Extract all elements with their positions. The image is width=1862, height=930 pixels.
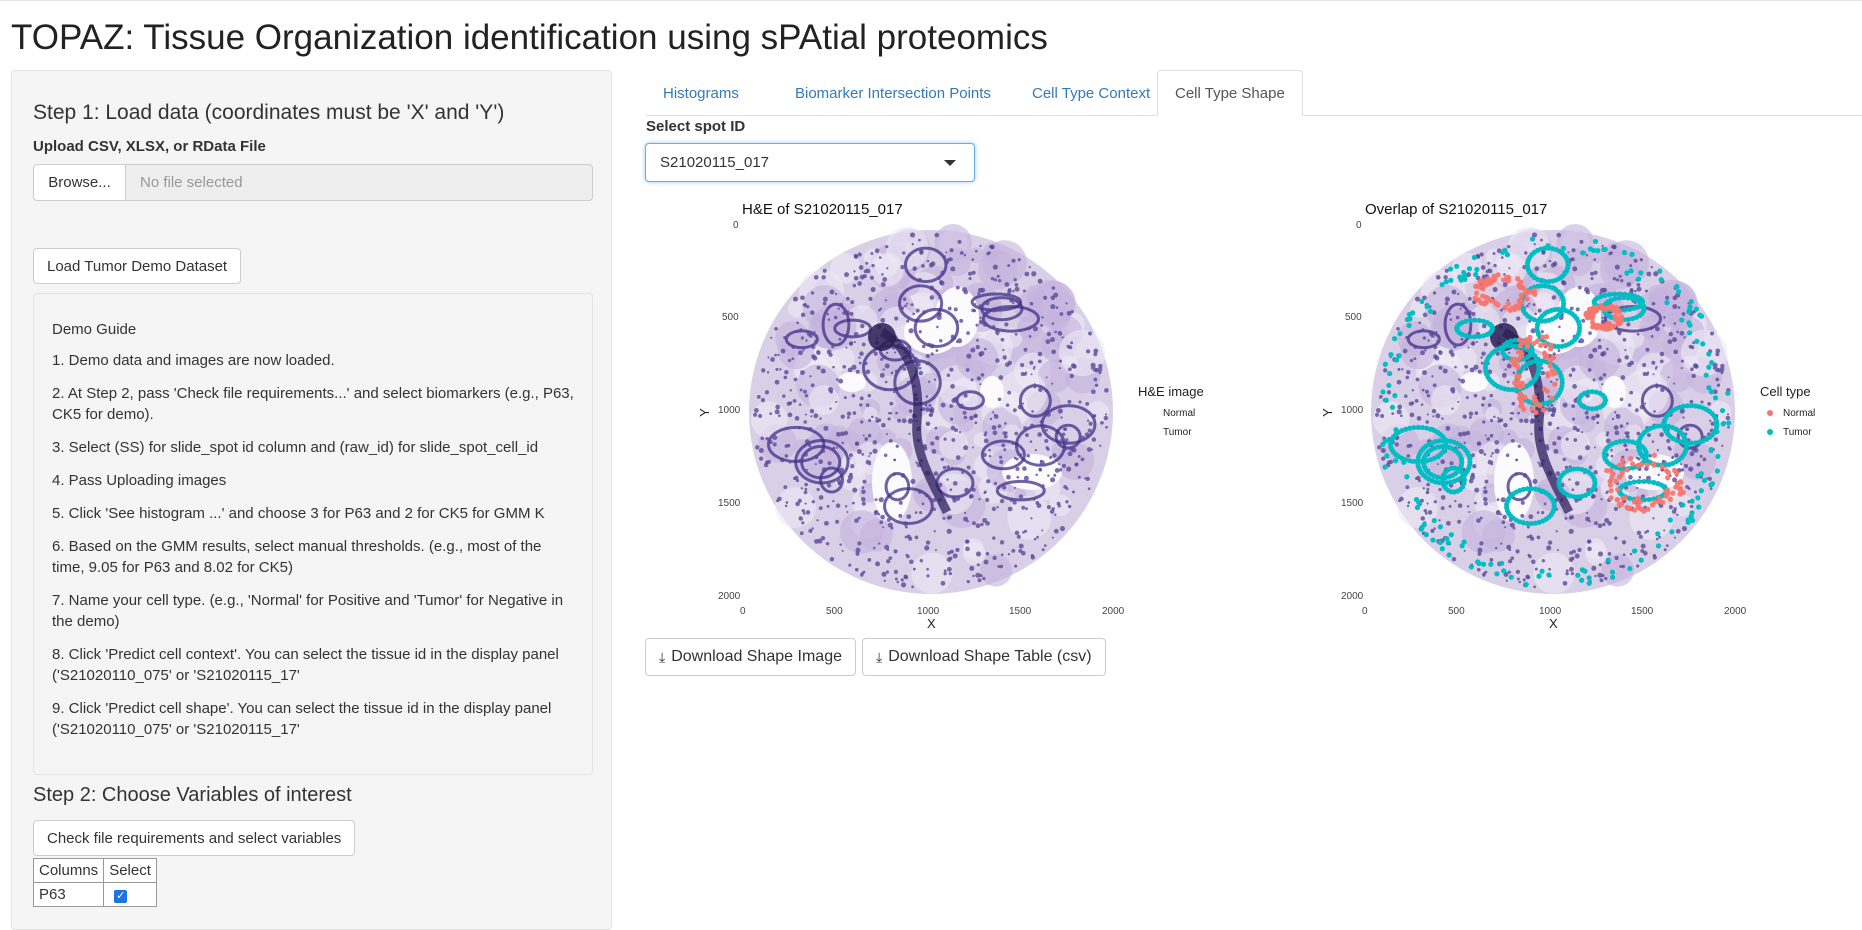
select-checkbox-cell[interactable]: ✓ [103,882,157,907]
guide-item: 3. Select (SS) for slide_spot id column … [52,439,539,456]
y-axis-label: Y [696,408,712,417]
guide-item: 2. At Step 2, pass 'Check file requireme… [52,385,574,423]
app-title: TOPAZ: Tissue Organization identificatio… [11,18,1048,57]
x-tick: 1000 [917,606,940,617]
y-tick: 0 [1356,220,1362,231]
guide-item: 8. Click 'Predict cell context'. You can… [52,646,559,684]
demo-guide-list: 1. Demo data and images are now loaded. … [52,350,577,752]
x-axis-label: X [1549,616,1558,631]
he-legend-title: H&E image [1138,384,1204,399]
overlap-tissue-image [1371,223,1735,594]
he-plot-title: H&E of S21020115_017 [742,201,903,218]
he-tissue-image [749,223,1113,594]
download-shape-image-button[interactable]: ⤓ Download Shape Image [645,638,856,676]
step2-title: Step 2: Choose Variables of interest [33,784,352,806]
column-header: Columns [32,858,105,883]
guide-item: 5. Click 'See histogram ...' and choose … [52,505,545,522]
x-tick: 1500 [1009,606,1032,617]
checkbox-checked[interactable]: ✓ [114,890,128,903]
y-tick: 500 [722,312,739,323]
tab-bar: Histograms Biomarker Intersection Points… [646,70,1862,116]
overlap-legend-item: Tumor [1783,427,1812,438]
guide-item: 7. Name your cell type. (e.g., 'Normal' … [52,592,564,630]
y-tick: 1500 [1341,498,1364,509]
guide-item: 1. Demo data and images are now loaded. [52,352,335,369]
tab-biomarker-intersection[interactable]: Biomarker Intersection Points [795,84,991,102]
check-requirements-button[interactable]: Check file requirements and select varia… [33,820,356,856]
he-legend-item: Tumor [1163,427,1192,438]
spot-id-select[interactable]: S21020115_017 [645,143,975,182]
chevron-down-icon [944,160,956,166]
table-cell: P63 [32,882,105,907]
file-upload-input[interactable]: Browse... No file selected [33,164,593,201]
x-tick: 2000 [1102,606,1125,617]
download-shape-image-label: Download Shape Image [671,648,842,665]
browse-button[interactable]: Browse... [33,164,126,201]
overlap-legend-title: Cell type [1760,384,1811,399]
y-tick: 0 [733,220,739,231]
tab-histograms[interactable]: Histograms [663,84,739,102]
variables-table: Columns Select P63 ✓ [32,858,157,907]
table-header-row: Columns Select [32,858,157,883]
x-tick: 0 [1362,606,1368,617]
he-legend-item: Normal [1163,408,1196,419]
guide-item: 4. Pass Uploading images [52,472,227,489]
y-tick: 2000 [718,591,741,602]
x-tick: 1500 [1631,606,1654,617]
top-border [0,0,1862,1]
download-icon: ⤓ [659,648,666,665]
file-name-display: No file selected [126,164,593,201]
upload-label: Upload CSV, XLSX, or RData File [33,138,266,155]
download-icon: ⤓ [876,648,883,665]
spot-select-value: S21020115_017 [660,154,769,171]
tab-cell-type-shape[interactable]: Cell Type Shape [1157,70,1303,116]
spot-select-label: Select spot ID [646,118,746,135]
demo-guide-title: Demo Guide [52,321,137,338]
x-axis-label: X [927,616,936,631]
y-tick: 2000 [1341,591,1364,602]
sidebar-panel: Step 1: Load data (coordinates must be '… [11,70,612,930]
overlap-plot-title: Overlap of S21020115_017 [1365,201,1548,218]
x-tick: 1000 [1539,606,1562,617]
load-demo-button[interactable]: Load Tumor Demo Dataset [33,248,242,284]
x-tick: 500 [826,606,843,617]
download-shape-table-button[interactable]: ⤓ Download Shape Table (csv) [862,638,1106,676]
tab-cell-type-context[interactable]: Cell Type Context [1032,84,1151,102]
x-tick: 2000 [1724,606,1747,617]
overlap-legend-item: Normal [1783,408,1816,419]
table-row: P63 ✓ [32,882,157,907]
x-tick: 500 [1448,606,1465,617]
y-tick: 1000 [718,405,741,416]
download-shape-table-label: Download Shape Table (csv) [888,648,1092,665]
y-tick: 1500 [718,498,741,509]
normal-legend-dot [1767,410,1773,416]
y-axis-label: Y [1319,408,1335,417]
column-header: Select [103,858,157,883]
y-tick: 1000 [1341,405,1364,416]
guide-item: 6. Based on the GMM results, select manu… [52,538,542,576]
tumor-legend-dot [1767,429,1773,435]
x-tick: 0 [740,606,746,617]
guide-item: 9. Click 'Predict cell shape'. You can s… [52,700,552,738]
demo-guide-box: Demo Guide 1. Demo data and images are n… [33,293,593,775]
step1-title: Step 1: Load data (coordinates must be '… [33,101,505,124]
y-tick: 500 [1345,312,1362,323]
